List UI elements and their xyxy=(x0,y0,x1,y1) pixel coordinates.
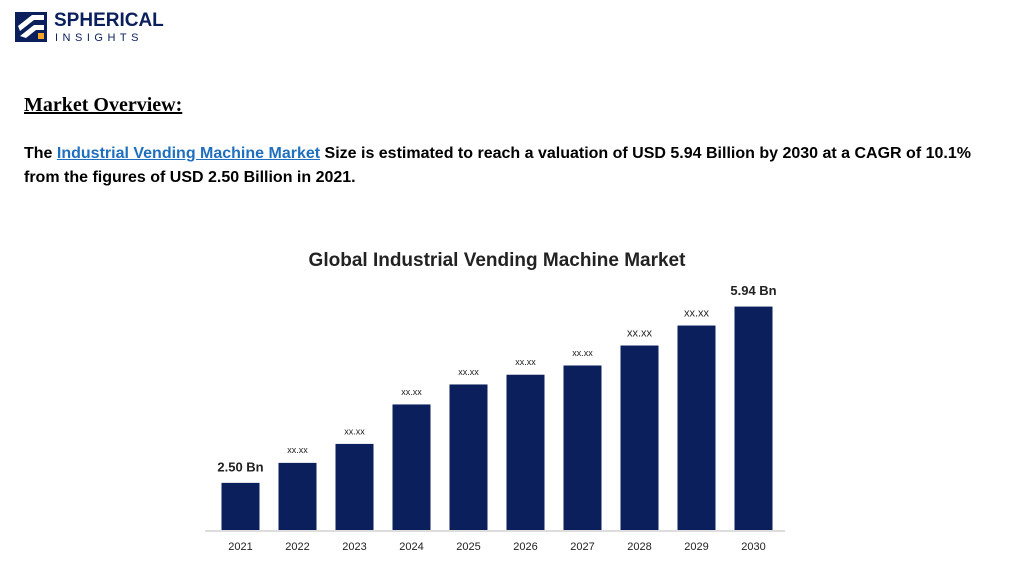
bar xyxy=(734,306,773,530)
bar xyxy=(221,482,260,530)
data-label: xx.xx xyxy=(287,445,308,455)
x-tick-label: 2028 xyxy=(627,541,651,553)
x-tick-label: 2026 xyxy=(513,541,537,553)
link[interactable]: Industrial Vending Machine Market xyxy=(56,145,321,162)
bar xyxy=(449,384,488,530)
data-label: xx.xx xyxy=(344,426,365,436)
text: The xyxy=(24,145,53,162)
x-tick-label: 2022 xyxy=(285,541,309,553)
x-tick-label: 2027 xyxy=(570,541,594,553)
data-label: xx.xx xyxy=(515,357,536,367)
logo-tagline: INSIGHTS xyxy=(55,32,143,44)
logo: SPHERICAL INSIGHTS xyxy=(15,10,164,44)
x-tick-label: 2021 xyxy=(228,541,252,553)
logo-name: SPHERICAL xyxy=(54,10,164,31)
data-label: xx.xx xyxy=(401,387,422,397)
x-tick-label: 2025 xyxy=(456,541,480,553)
bar xyxy=(335,443,374,530)
x-tick-label: 2024 xyxy=(399,541,423,553)
logo-accent xyxy=(38,33,44,39)
bar xyxy=(677,325,716,530)
heading: Market Overview: xyxy=(24,94,183,116)
x-tick-label: 2030 xyxy=(741,541,765,553)
bar xyxy=(620,345,659,530)
x-tick-label: 2023 xyxy=(342,541,366,553)
data-label: xx.xx xyxy=(458,367,479,377)
bar xyxy=(392,404,431,530)
bar xyxy=(563,365,602,530)
data-label: xx.xx xyxy=(572,348,593,358)
logo-stripe xyxy=(20,25,44,38)
chart-title: Global Industrial Vending Machine Market xyxy=(309,250,687,271)
data-label: xx.xx xyxy=(684,307,710,319)
logo-stripe xyxy=(18,15,44,31)
bar xyxy=(506,374,545,530)
x-tick-label: 2029 xyxy=(684,541,708,553)
bar xyxy=(278,462,317,530)
data-label: 5.94 Bn xyxy=(730,283,776,298)
data-label: 2.50 Bn xyxy=(217,459,263,474)
paragraph: The Industrial Vending Machine Market Si… xyxy=(24,142,994,190)
text: Size is estimated to reach a valuation o… xyxy=(24,145,971,186)
data-label: xx.xx xyxy=(627,327,653,339)
